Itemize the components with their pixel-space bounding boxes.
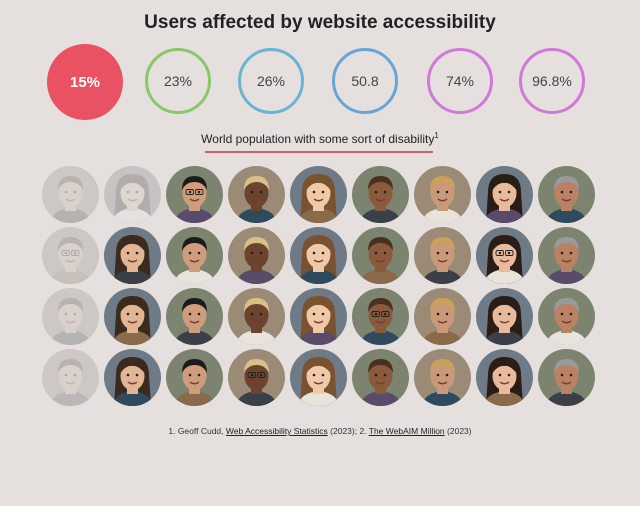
face-photo — [104, 288, 161, 345]
person-face-icon — [104, 349, 161, 406]
caption-text: World population with some sort of disab… — [201, 132, 435, 146]
person-face-icon — [352, 288, 409, 345]
person-face-icon — [352, 349, 409, 406]
person-face-icon — [290, 349, 347, 406]
face-photo — [476, 288, 533, 345]
face-photo — [104, 166, 161, 223]
face-photo — [414, 166, 471, 223]
stat-circle-6[interactable]: 96.8% — [519, 48, 585, 114]
person-face-icon — [228, 349, 285, 406]
face-photo — [290, 227, 347, 284]
stat-circle-4[interactable]: 50.8 — [332, 48, 398, 114]
face-photo — [104, 227, 161, 284]
face-photo — [538, 349, 595, 406]
face-photo — [476, 166, 533, 223]
stat-circle-5[interactable]: 74% — [427, 48, 493, 114]
person-face-icon — [166, 288, 223, 345]
face-photo — [414, 349, 471, 406]
person-face-icon — [538, 349, 595, 406]
person-face-icon — [42, 166, 99, 223]
person-face-icon — [476, 349, 533, 406]
face-photo — [290, 166, 347, 223]
person-face-icon — [414, 227, 471, 284]
face-photo — [476, 349, 533, 406]
page-title: Users affected by website accessibility — [144, 12, 496, 33]
person-face-icon — [414, 288, 471, 345]
stat-circle-3[interactable]: 26% — [238, 48, 304, 114]
face-photo — [166, 227, 223, 284]
person-face-icon — [352, 227, 409, 284]
person-face-icon — [42, 288, 99, 345]
stat-circle-1[interactable]: 15% — [47, 44, 123, 120]
face-photo — [538, 288, 595, 345]
footnote: 1. Geoff Cudd, Web Accessibility Statist… — [0, 426, 640, 436]
footnote-link-webaim[interactable]: The WebAIM Million — [368, 426, 445, 436]
person-face-icon — [476, 227, 533, 284]
stat-selector: 15% 23% 26% 50.8 74% 96.8% — [0, 0, 640, 130]
caption-footnote-ref: 1 — [434, 131, 439, 140]
person-face-icon — [290, 166, 347, 223]
face-photo — [228, 166, 285, 223]
person-face-icon — [104, 227, 161, 284]
face-photo — [42, 166, 99, 223]
face-photo — [42, 227, 99, 284]
stat-circle-2[interactable]: 23% — [145, 48, 211, 114]
person-face-icon — [538, 166, 595, 223]
person-face-icon — [104, 166, 161, 223]
face-photo — [166, 166, 223, 223]
face-photo — [414, 288, 471, 345]
face-photo — [228, 349, 285, 406]
face-photo — [290, 288, 347, 345]
face-photo — [290, 349, 347, 406]
face-photo — [414, 227, 471, 284]
person-face-icon — [476, 166, 533, 223]
face-grid — [42, 166, 598, 414]
face-photo — [352, 349, 409, 406]
face-photo — [352, 227, 409, 284]
person-face-icon — [290, 227, 347, 284]
person-face-icon — [414, 349, 471, 406]
person-face-icon — [228, 166, 285, 223]
face-photo — [228, 288, 285, 345]
person-face-icon — [166, 349, 223, 406]
face-photo — [352, 166, 409, 223]
face-photo — [104, 349, 161, 406]
person-face-icon — [166, 227, 223, 284]
person-face-icon — [228, 227, 285, 284]
caption-underline — [205, 151, 433, 153]
face-photo — [352, 288, 409, 345]
face-photo — [166, 349, 223, 406]
face-photo — [42, 288, 99, 345]
person-face-icon — [352, 166, 409, 223]
footnote-prefix: 1. Geoff Cudd, — [168, 426, 224, 436]
footnote-middle: (2023); 2. — [330, 426, 367, 436]
person-face-icon — [42, 349, 99, 406]
footnote-suffix: (2023) — [447, 426, 472, 436]
person-face-icon — [538, 288, 595, 345]
face-photo — [166, 288, 223, 345]
person-face-icon — [104, 288, 161, 345]
person-face-icon — [290, 288, 347, 345]
person-face-icon — [414, 166, 471, 223]
footnote-link-webaccessibility[interactable]: Web Accessibility Statistics — [225, 426, 328, 436]
face-photo — [228, 227, 285, 284]
person-face-icon — [476, 288, 533, 345]
person-face-icon — [166, 166, 223, 223]
person-face-icon — [538, 227, 595, 284]
face-photo — [42, 349, 99, 406]
person-face-icon — [228, 288, 285, 345]
face-photo — [538, 166, 595, 223]
face-photo — [538, 227, 595, 284]
face-photo — [476, 227, 533, 284]
stat-caption: World population with some sort of disab… — [0, 131, 640, 146]
person-face-icon — [42, 227, 99, 284]
